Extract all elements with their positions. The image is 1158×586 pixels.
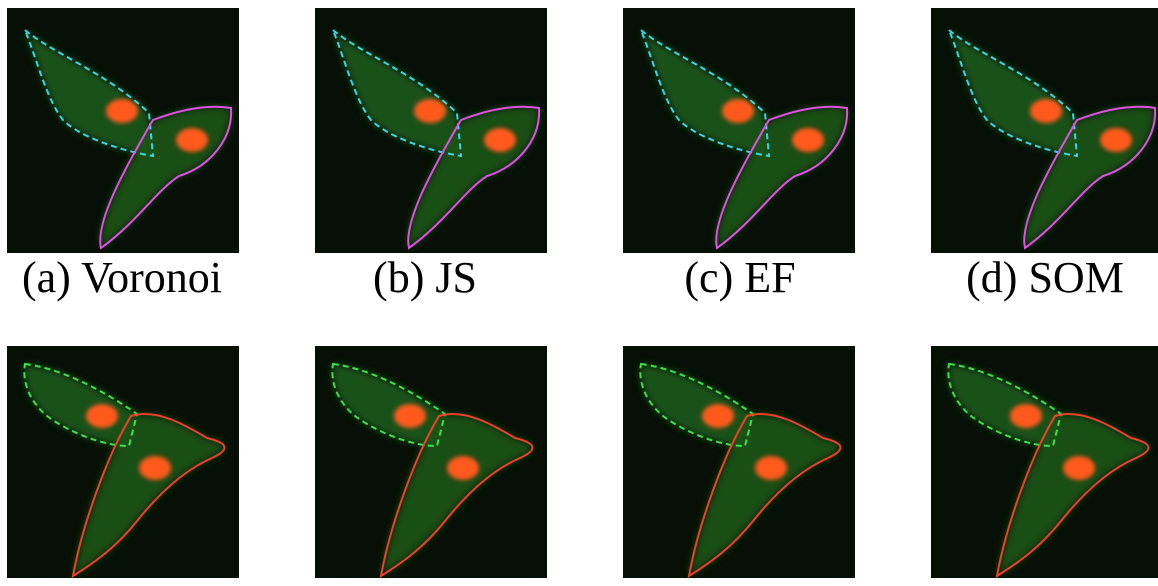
caption: (a) Voronoi (22, 253, 222, 302)
nucleus (792, 128, 824, 152)
nucleus (1063, 456, 1095, 480)
micrograph (931, 346, 1158, 578)
micrograph (315, 346, 547, 578)
micrograph (623, 346, 855, 578)
nucleus (484, 128, 516, 152)
nucleus (1100, 128, 1132, 152)
page: (a) Voronoi (b) JS (c) EF (d) SOM (() =>… (0, 0, 1158, 586)
nucleus (1030, 99, 1062, 123)
micrograph (315, 8, 547, 253)
nucleus (139, 456, 171, 480)
nucleus (176, 128, 208, 152)
nucleus (755, 456, 787, 480)
caption: (b) JS (373, 253, 477, 302)
nucleus (414, 99, 446, 123)
nucleus (106, 99, 138, 123)
micrograph (7, 346, 239, 578)
caption: (c) EF (684, 253, 795, 302)
micrograph (931, 8, 1158, 253)
nucleus (1010, 404, 1042, 428)
micrograph (623, 8, 855, 253)
caption: (d) SOM (966, 253, 1124, 302)
nucleus (394, 404, 426, 428)
micrograph (7, 8, 239, 253)
nucleus (86, 404, 118, 428)
nucleus (447, 456, 479, 480)
nucleus (722, 99, 754, 123)
nucleus (702, 404, 734, 428)
figure: (a) Voronoi (b) JS (c) EF (d) SOM (0, 0, 1158, 586)
